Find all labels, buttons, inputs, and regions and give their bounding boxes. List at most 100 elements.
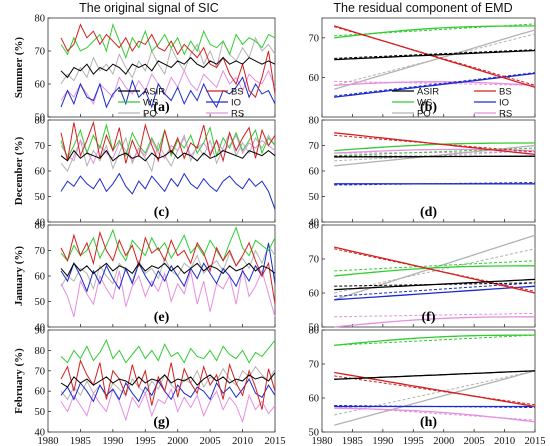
series-line-asir <box>60 56 276 79</box>
panel-h: 50 60 70 80 1980 1985 1990 1995 2000 2005 2010 2015… <box>309 326 546 446</box>
legend-label-io: IO <box>231 98 241 109</box>
y-tick-label: 80 <box>35 346 46 357</box>
y-tick-label: 60 <box>309 394 320 405</box>
legend-label-po: PO <box>143 109 157 120</box>
y-tick-label: 80 <box>35 221 46 232</box>
panel-label: (e) <box>154 310 170 325</box>
x-tick-label: 1985 <box>70 436 91 446</box>
panel-label: (b) <box>420 100 437 115</box>
x-tick-label: 1980 <box>312 436 333 446</box>
legend-label-bs: BS <box>499 87 512 98</box>
x-tick-label: 2005 <box>200 436 221 446</box>
series-line-rs <box>60 268 276 317</box>
y-tick-label: 50 <box>35 113 46 124</box>
series-line-bs <box>334 25 536 88</box>
y-tick-label: 70 <box>309 141 320 152</box>
y-tick-label: 70 <box>309 360 320 371</box>
series-line-ws <box>334 265 535 277</box>
series-line-io <box>60 377 276 403</box>
series-line-bs <box>60 120 276 164</box>
x-tick-label: 2005 <box>464 436 485 446</box>
panel-f: 50 60 70 80 (f) <box>309 221 536 334</box>
left-column-title: The original signal of SIC <box>79 1 219 15</box>
y-tick-label: 50 <box>309 192 320 203</box>
plot-frame <box>321 329 536 433</box>
x-tick-label: 2010 <box>494 436 515 446</box>
legend: ASIR BS WS IO PO RS <box>392 87 512 120</box>
panel-b: 60 70 (b) <box>309 17 536 118</box>
panel-d: 40 50 60 70 80 (d) <box>309 116 536 229</box>
y-tick-label: 50 <box>35 297 46 308</box>
panel-label: (d) <box>420 205 437 220</box>
trend-line-ws <box>334 23 536 37</box>
legend-label-rs: RS <box>499 109 512 120</box>
trend-line-bs <box>334 248 536 292</box>
panel-c: 40 50 60 70 80 December (%) (c) <box>13 116 276 229</box>
y-tick-label: 50 <box>309 323 320 334</box>
y-tick-label: 70 <box>309 33 320 44</box>
trend-line-po <box>334 370 536 416</box>
y-tick-label: 80 <box>35 14 46 25</box>
series-line-rs <box>60 69 276 105</box>
y-tick-label: 70 <box>35 141 46 152</box>
panel-e: 40 50 60 70 80 January (%) (e) <box>13 221 276 334</box>
x-tick-label: 1995 <box>135 436 156 446</box>
y-tick-label: 40 <box>35 428 46 439</box>
series-line-ws <box>60 338 276 364</box>
legend-label-bs: BS <box>231 87 244 98</box>
trend-line-io <box>334 405 535 408</box>
plot-frame <box>47 329 276 433</box>
y-tick-label: 60 <box>309 289 320 300</box>
series-line-asir <box>60 372 276 388</box>
legend-label-asir: ASIR <box>143 87 165 98</box>
trend-line-po <box>334 33 536 86</box>
series-line-po <box>334 370 536 426</box>
legend-label-po: PO <box>417 109 431 120</box>
trend-line-rs <box>334 151 535 154</box>
y-tick-label: 40 <box>35 323 46 334</box>
x-tick-label: 2015 <box>525 436 546 446</box>
y-tick-label: 60 <box>35 272 46 283</box>
trend-line-asir <box>334 282 536 287</box>
panel-label: (c) <box>154 205 170 220</box>
y-tick-label: 40 <box>309 218 320 229</box>
y-tick-label: 60 <box>35 387 46 398</box>
panel-label: (f) <box>422 310 436 325</box>
plot-frame <box>47 17 276 118</box>
plot-frame <box>321 17 536 118</box>
x-tick-label: 2015 <box>265 436 286 446</box>
y-tick-label: 80 <box>309 116 320 127</box>
y-tick-label: 50 <box>35 407 46 418</box>
row-label: January (%) <box>13 246 25 307</box>
x-tick-label: 2010 <box>232 436 253 446</box>
panel-g: 40 50 60 70 80 90 1980 1985 1990 1995 2000 2005 2010… <box>13 326 286 446</box>
panel-label: (h) <box>420 415 437 430</box>
trend-line-asir <box>334 49 536 59</box>
series-line-bs <box>60 359 276 410</box>
series-line-rs <box>334 316 535 328</box>
y-tick-label: 60 <box>35 167 46 178</box>
right-column-title: The residual component of EMD <box>333 1 512 15</box>
y-tick-label: 80 <box>309 326 320 337</box>
series-line-asir <box>334 49 536 61</box>
series-line-rs <box>60 387 276 424</box>
panels: 50 60 70 80 Summer (%) (a) 60 70 (b) 40 50 60 70 80 De… <box>13 14 546 446</box>
series-line-io <box>60 242 276 293</box>
trend-line-asir <box>334 370 536 380</box>
x-tick-label: 1990 <box>102 436 123 446</box>
y-tick-label: 40 <box>35 218 46 229</box>
legend: ASIR BS WS IO PO RS <box>118 87 244 120</box>
series-line-bs <box>60 230 276 305</box>
row-label: February (%) <box>13 348 25 414</box>
trend-line-rs <box>334 80 536 86</box>
x-tick-label: 1985 <box>342 436 363 446</box>
series-line-ws <box>334 142 536 152</box>
trend-line-rs <box>334 312 536 318</box>
trend-line-po <box>334 248 536 294</box>
y-tick-label: 70 <box>309 255 320 266</box>
series-line-rs <box>334 148 536 154</box>
series-line-po <box>60 365 276 401</box>
trend-line-rs <box>334 406 536 421</box>
y-tick-label: 90 <box>35 326 46 337</box>
